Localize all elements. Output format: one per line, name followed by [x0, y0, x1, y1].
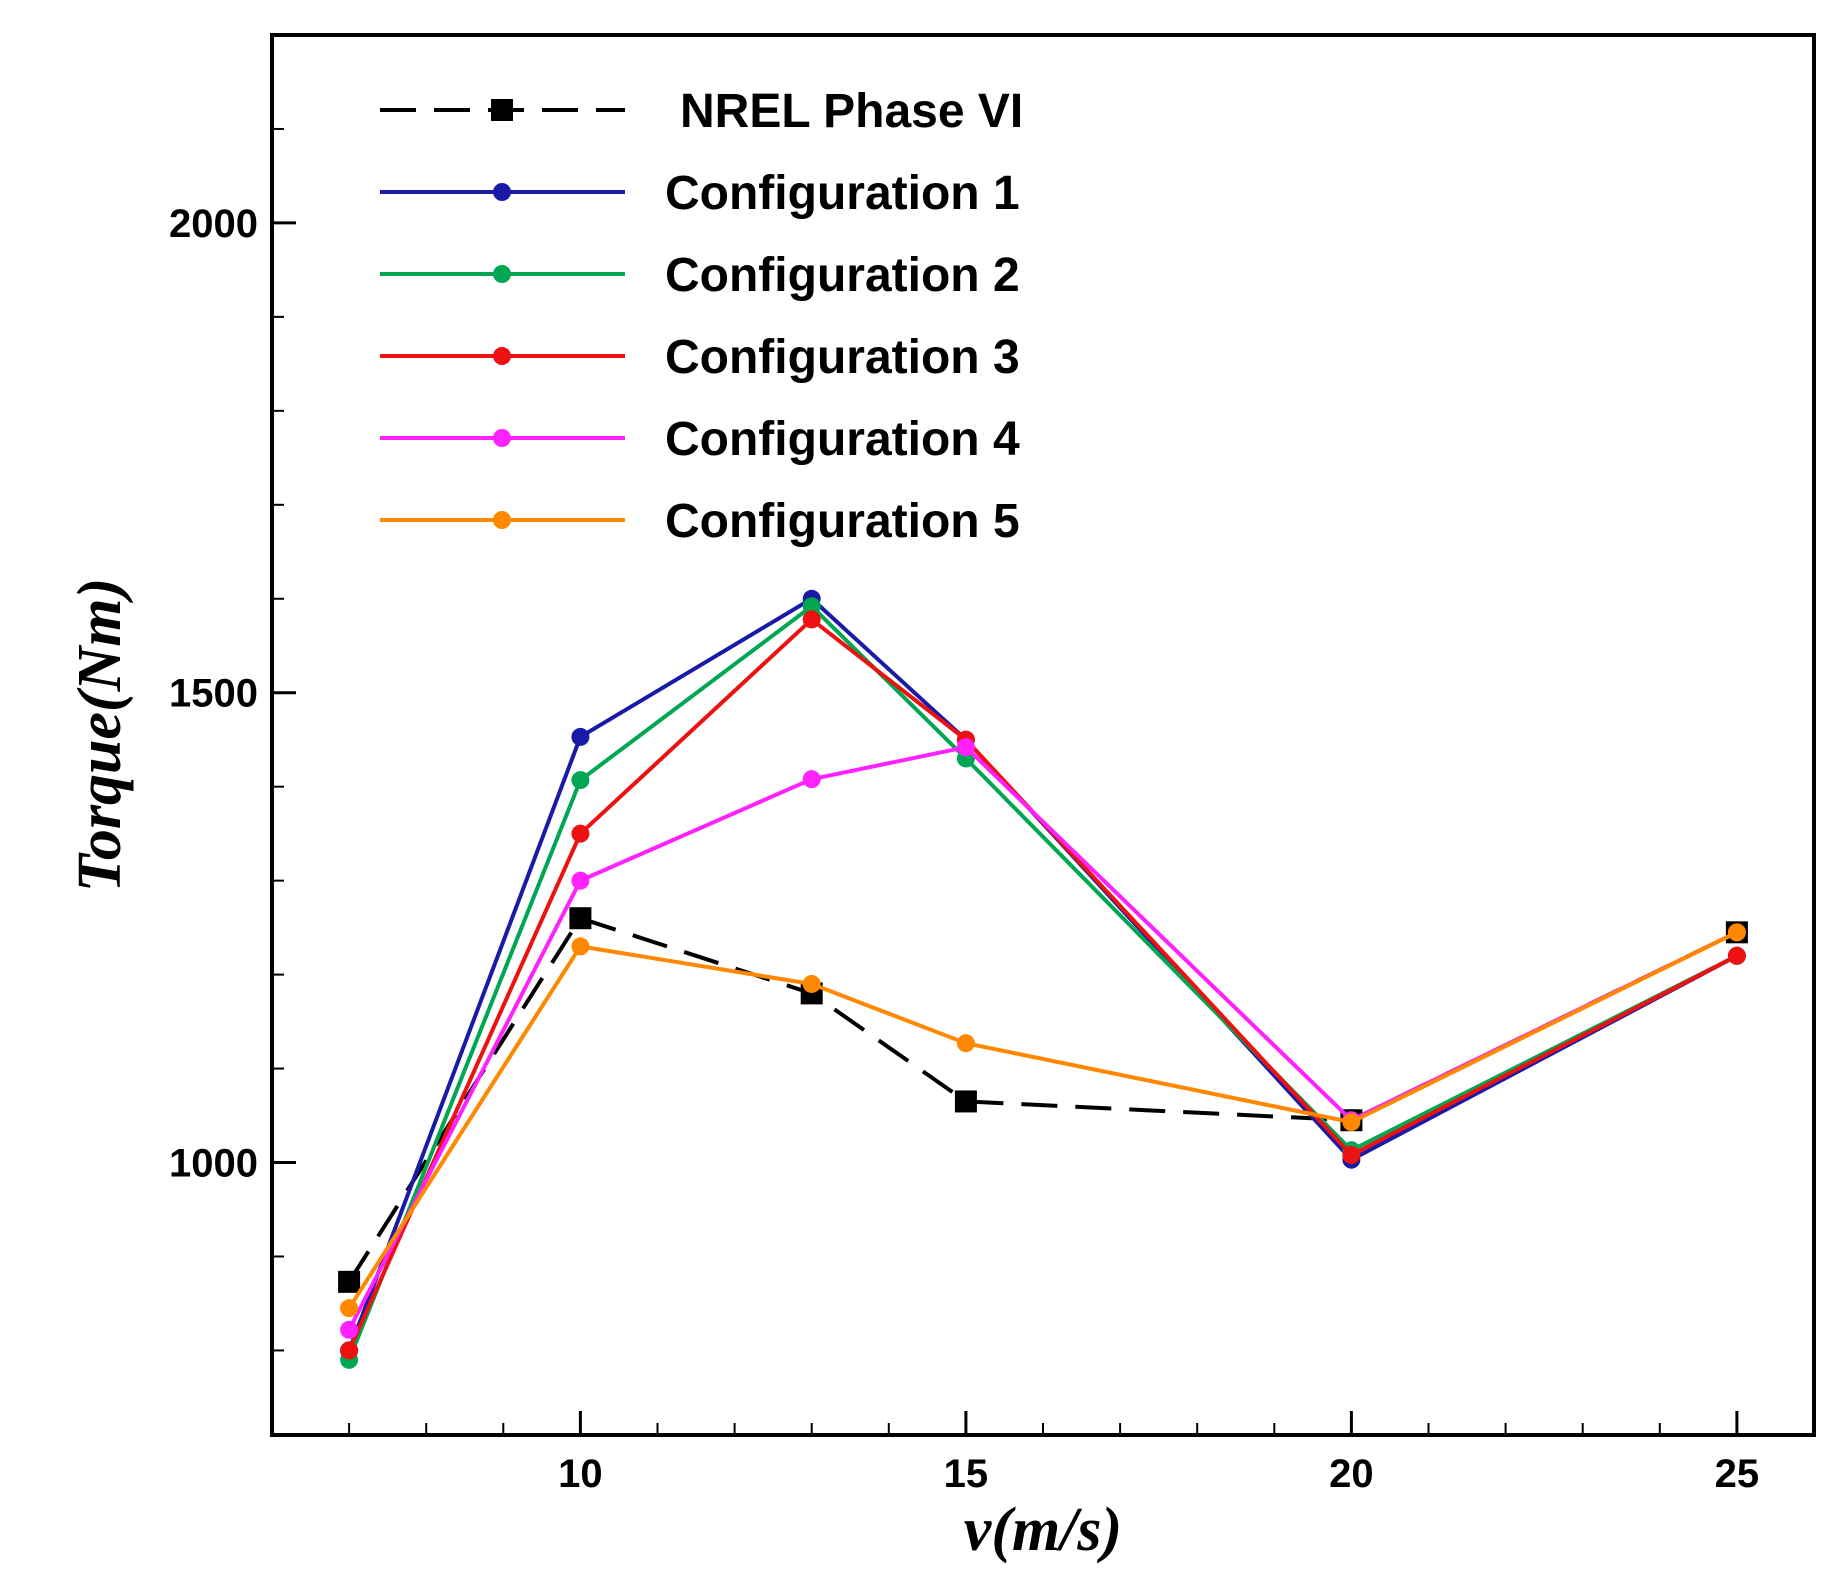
data-point	[340, 1341, 359, 1360]
x-tick-label: 10	[558, 1452, 603, 1496]
data-point	[571, 824, 590, 843]
legend-label: Configuration 5	[665, 495, 1020, 548]
data-point	[956, 1034, 975, 1053]
series-layer	[338, 589, 1748, 1369]
y-tick-label: 1000	[169, 1142, 258, 1186]
series-2	[340, 589, 1746, 1360]
legend-marker	[491, 99, 513, 121]
data-point	[1727, 923, 1746, 942]
data-point	[1727, 946, 1746, 965]
series-line	[347, 916, 1738, 1283]
legend-entry: NREL Phase VI	[380, 85, 1023, 138]
series-6	[340, 923, 1746, 1318]
data-point	[569, 907, 592, 930]
legend-label: Configuration 1	[665, 167, 1020, 220]
data-point	[802, 770, 821, 789]
data-point	[340, 1320, 359, 1339]
legend-label: Configuration 3	[665, 331, 1020, 384]
legend-entry: Configuration 2	[380, 249, 1020, 302]
series-4	[340, 610, 1746, 1360]
axis-ticks: 10 15 20 25 1000 1500 2000	[169, 127, 1815, 1496]
legend-label: Configuration 2	[665, 249, 1020, 302]
data-point	[954, 1090, 977, 1113]
x-tick-label: 15	[944, 1452, 989, 1496]
data-point	[1342, 1146, 1361, 1164]
y-tick-label: 2000	[169, 202, 258, 246]
data-point	[338, 1270, 361, 1293]
legend-marker	[493, 347, 511, 365]
data-point	[571, 937, 590, 956]
data-point	[956, 738, 975, 757]
legend-marker	[493, 429, 511, 447]
x-tick-label: 25	[1715, 1452, 1760, 1496]
legend-entry: Configuration 3	[380, 331, 1020, 384]
data-point	[1342, 1113, 1361, 1132]
legend-label: NREL Phase VI	[680, 85, 1023, 138]
x-tick-label: 20	[1329, 1452, 1374, 1496]
series-line	[347, 604, 1738, 1361]
legend-marker	[493, 511, 511, 529]
series-3	[340, 597, 1746, 1369]
data-point	[802, 974, 821, 993]
x-axis-title: v(m/s)	[964, 1496, 1122, 1564]
legend-entry: Configuration 5	[380, 495, 1020, 548]
data-point	[571, 727, 590, 746]
y-axis-title: Torque(Nm)	[66, 578, 134, 893]
data-point	[802, 610, 821, 629]
data-point	[571, 871, 590, 890]
data-point	[340, 1299, 359, 1318]
legend-label: Configuration 4	[665, 413, 1020, 466]
series-line	[347, 617, 1738, 1352]
series-5	[340, 738, 1746, 1339]
legend-entry: Configuration 4	[380, 413, 1020, 466]
y-tick-label: 1500	[169, 672, 258, 716]
series-line	[347, 930, 1738, 1310]
plot-frame	[270, 33, 1816, 1437]
legend: NREL Phase VI Configuration 1 Configuratio…	[380, 85, 1023, 548]
legend-entry: Configuration 1	[380, 167, 1020, 220]
legend-marker	[493, 183, 511, 201]
series-1	[338, 907, 1748, 1293]
legend-marker	[493, 265, 511, 283]
data-point	[571, 771, 590, 790]
series-line	[347, 596, 1738, 1352]
data-point	[802, 597, 821, 616]
